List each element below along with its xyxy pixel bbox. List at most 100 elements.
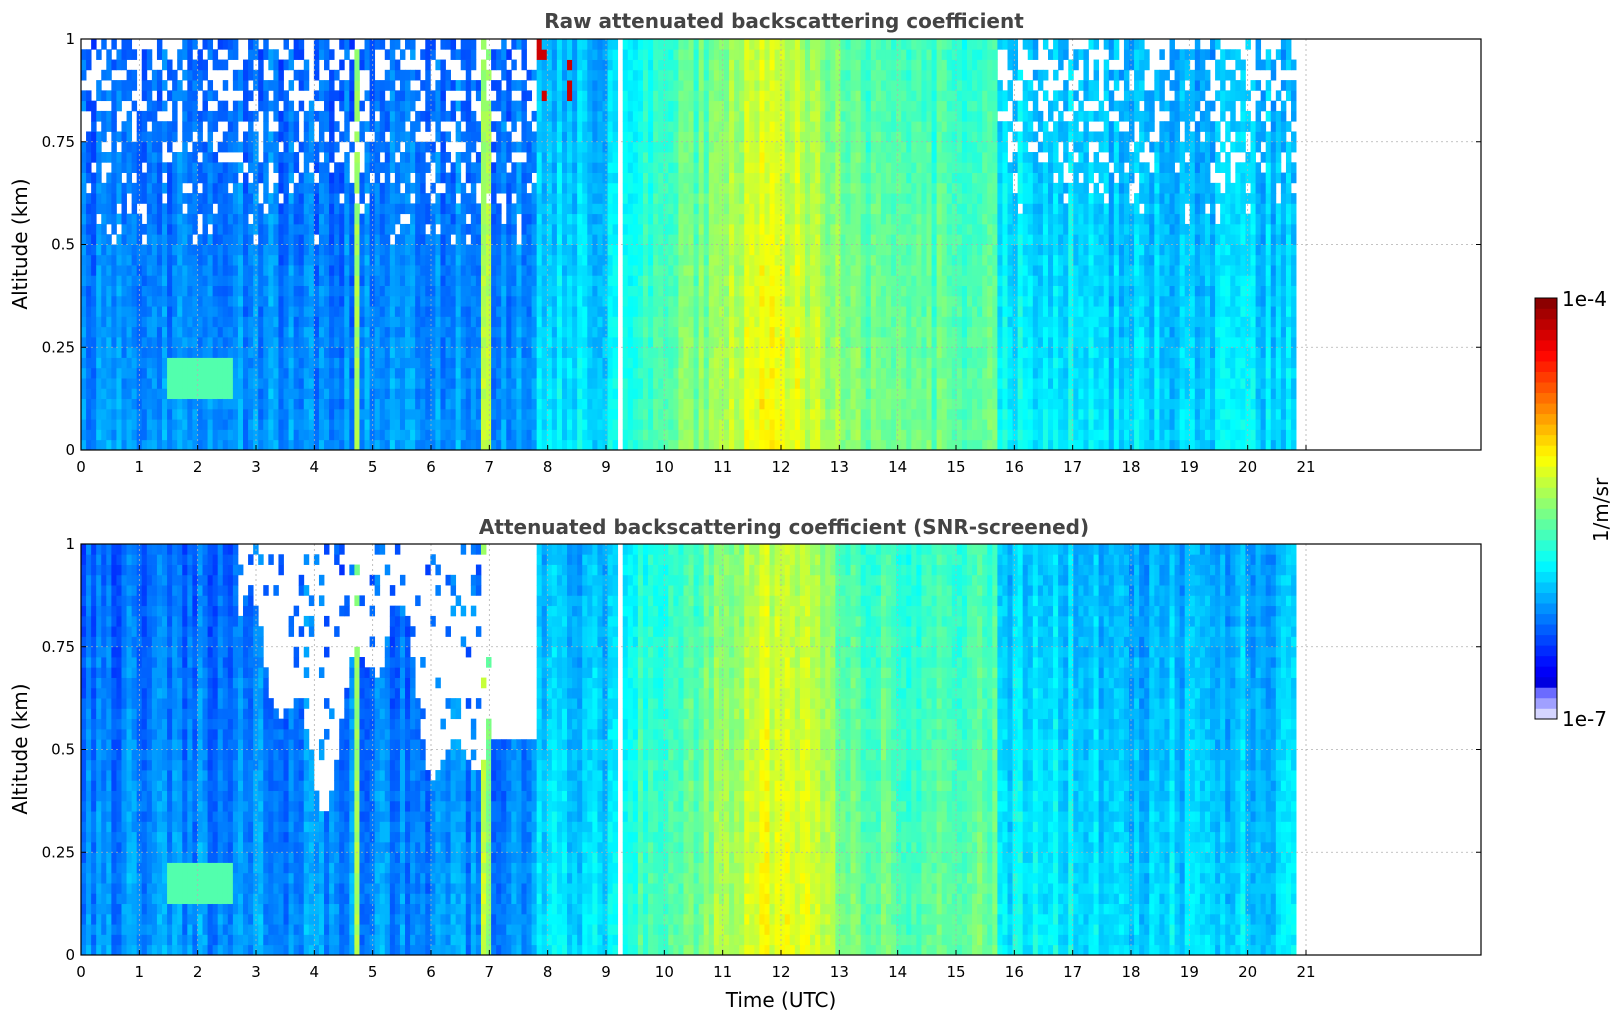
heatmap-cell (182, 172, 188, 184)
heatmap-cell (399, 367, 406, 379)
heatmap-cell (232, 49, 239, 60)
heatmap-cell (354, 223, 360, 235)
heatmap-cell (253, 336, 259, 348)
heatmap-cell (683, 347, 689, 358)
heatmap-cell (764, 419, 770, 430)
heatmap-cell (683, 182, 689, 194)
heatmap-cell (587, 39, 593, 50)
heatmap-cell (182, 213, 188, 225)
heatmap-cell (561, 388, 568, 400)
heatmap-cell (293, 378, 300, 389)
heatmap-cell (683, 141, 689, 153)
heatmap-cell (561, 141, 568, 153)
heatmap-cell (612, 306, 619, 317)
heatmap-cell (658, 172, 664, 184)
heatmap-cell (632, 172, 639, 184)
heatmap-cell (445, 182, 451, 194)
heatmap-cell (394, 295, 401, 307)
heatmap-cell (597, 336, 603, 348)
heatmap-cell (258, 213, 264, 225)
heatmap-cell (769, 121, 776, 132)
heatmap-cell (435, 265, 441, 276)
heatmap-cell (592, 275, 598, 286)
heatmap-cell (425, 439, 431, 451)
heatmap-cell (197, 367, 203, 379)
heatmap-cell (410, 234, 416, 245)
heatmap-cell (531, 131, 538, 143)
heatmap-cell (425, 285, 431, 297)
heatmap-cell (399, 234, 406, 245)
heatmap-cell (516, 275, 522, 286)
heatmap-cell (415, 141, 421, 153)
heatmap-cell (106, 285, 112, 297)
heatmap-cell (440, 100, 446, 112)
heatmap-cell (602, 110, 608, 122)
heatmap-cell (764, 326, 770, 338)
heatmap-cell (354, 295, 360, 307)
heatmap-cell (192, 439, 198, 451)
heatmap-cell (729, 131, 735, 143)
heatmap-cell (151, 131, 158, 143)
heatmap-cell (688, 254, 694, 266)
heatmap-cell (91, 388, 97, 400)
heatmap-cell (759, 59, 765, 71)
heatmap-cell (506, 306, 512, 317)
heatmap-cell (739, 59, 745, 71)
heatmap-cell (405, 398, 411, 410)
heatmap-cell (774, 306, 781, 317)
heatmap-cell (354, 408, 360, 420)
heatmap-cell (774, 316, 781, 328)
heatmap-cell (556, 244, 563, 256)
heatmap-cell (749, 306, 755, 317)
heatmap-cell (683, 439, 689, 451)
heatmap-cell (541, 182, 548, 194)
heatmap-cell (313, 316, 320, 328)
heatmap-cell (480, 357, 487, 369)
heatmap-cell (683, 39, 689, 50)
heatmap-cell (642, 398, 649, 410)
heatmap-cell (116, 152, 122, 163)
heatmap-cell (334, 275, 340, 286)
heatmap-cell (572, 172, 578, 184)
heatmap-cell (318, 162, 325, 173)
heatmap-cell (268, 100, 274, 112)
heatmap-cell (324, 121, 330, 132)
heatmap-cell (688, 100, 694, 112)
heatmap-cell (81, 439, 87, 451)
heatmap-cell (496, 367, 502, 379)
heatmap-cell (739, 172, 745, 184)
heatmap-cell (577, 203, 583, 215)
heatmap-cell (217, 265, 224, 276)
heatmap-cell (324, 306, 330, 317)
heatmap-cell (491, 172, 497, 184)
heatmap-cell (551, 203, 558, 215)
heatmap-cell (248, 162, 254, 173)
heatmap-cell (678, 357, 684, 369)
heatmap-cell (172, 378, 178, 389)
heatmap-cell (420, 162, 426, 173)
heatmap-cell (293, 110, 300, 122)
heatmap-cell (541, 152, 548, 163)
heatmap-cell (739, 141, 745, 153)
heatmap-cell (582, 39, 588, 50)
heatmap-cell (415, 234, 421, 245)
heatmap-cell (511, 419, 517, 430)
heatmap-cell (146, 172, 153, 184)
heatmap-cell (546, 110, 553, 122)
heatmap-cell (551, 254, 558, 266)
heatmap-cell (526, 295, 532, 307)
heatmap-cell (440, 110, 446, 122)
heatmap-cell (405, 141, 411, 153)
heatmap-cell (187, 378, 193, 389)
heatmap-cell (739, 90, 745, 102)
heatmap-cell (187, 326, 193, 338)
heatmap-cell (126, 110, 133, 122)
heatmap-cell (268, 265, 274, 276)
heatmap-cell (318, 347, 325, 358)
heatmap-cell (693, 378, 700, 389)
heatmap-cell (151, 213, 158, 225)
heatmap-cell (764, 275, 770, 286)
heatmap-cell (460, 367, 467, 379)
heatmap-cell (465, 131, 472, 143)
heatmap-cell (237, 244, 244, 256)
